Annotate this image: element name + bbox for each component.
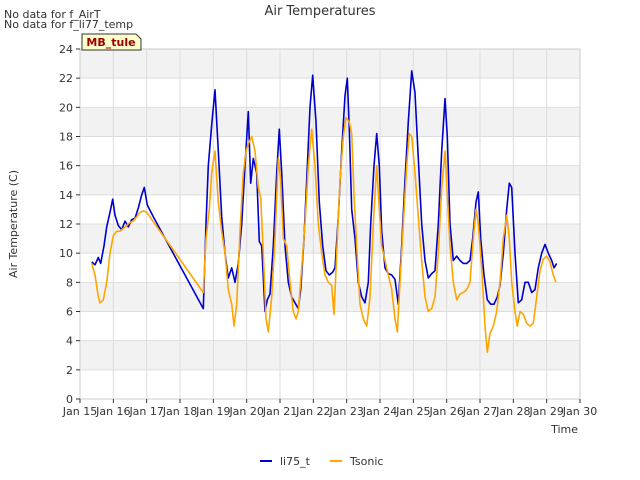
x-tick-label: Jan 28: [495, 405, 530, 418]
y-tick-label: 4: [66, 335, 73, 348]
no-data-note-2: No data for f_li77_temp: [4, 18, 133, 31]
x-tick-label: Jan 18: [162, 405, 197, 418]
y-tick-label: 10: [59, 247, 73, 260]
plot-bands: [80, 49, 580, 370]
legend-label-tsonic: Tsonic: [349, 455, 383, 468]
plot-band: [80, 165, 580, 195]
x-tick-label: Jan 29: [528, 405, 563, 418]
y-tick-label: 12: [59, 218, 73, 231]
x-tick-label: Jan 21: [262, 405, 297, 418]
y-tick-label: 20: [59, 101, 73, 114]
x-tick-label: Jan 23: [328, 405, 363, 418]
plot-band: [80, 107, 580, 137]
no-data-note-1: No data for f_AirT: [4, 8, 101, 21]
x-tick-label: Jan 15: [62, 405, 97, 418]
x-tick-label: Jan 19: [195, 405, 230, 418]
plot-band: [80, 340, 580, 370]
legend-label-li75-t: li75_t: [280, 455, 311, 468]
y-axis-label: Air Temperature (C): [7, 170, 20, 278]
y-tick-label: 6: [66, 306, 73, 319]
series-lines: [90, 70, 558, 354]
x-tick-label: Jan 17: [128, 405, 163, 418]
plot-band: [80, 49, 580, 79]
y-tick-label: 22: [59, 72, 73, 85]
legend: li75_t Tsonic: [260, 455, 383, 468]
site-badge-label: MB_tule: [86, 36, 135, 49]
x-tick-label: Jan 26: [428, 405, 463, 418]
x-tick-label: Jan 24: [362, 405, 397, 418]
x-tick-label: Jan 30: [562, 405, 597, 418]
y-tick-label: 8: [66, 276, 73, 289]
y-tick-label: 2: [66, 364, 73, 377]
plot-band: [80, 282, 580, 312]
x-tick-label: Jan 20: [228, 405, 263, 418]
x-tick-label: Jan 16: [95, 405, 130, 418]
chart-title: Air Temperatures: [264, 4, 375, 19]
x-tick-label: Jan 25: [395, 405, 430, 418]
y-tick-label: 24: [59, 43, 73, 56]
plot-band: [80, 224, 580, 254]
site-badge: MB_tule: [81, 33, 142, 51]
series-line-li75-t: [91, 70, 558, 313]
x-tick-label: Jan 27: [462, 405, 497, 418]
y-tick-label: 18: [59, 131, 73, 144]
x-tick-label: Jan 22: [295, 405, 330, 418]
y-tick-label: 14: [59, 189, 73, 202]
series-line-tsonic: [90, 116, 557, 354]
y-tick-label: 16: [59, 160, 73, 173]
y-tick-label: 0: [66, 393, 73, 406]
site-badge-box: [81, 33, 142, 51]
x-axis-label: Time: [550, 423, 578, 436]
